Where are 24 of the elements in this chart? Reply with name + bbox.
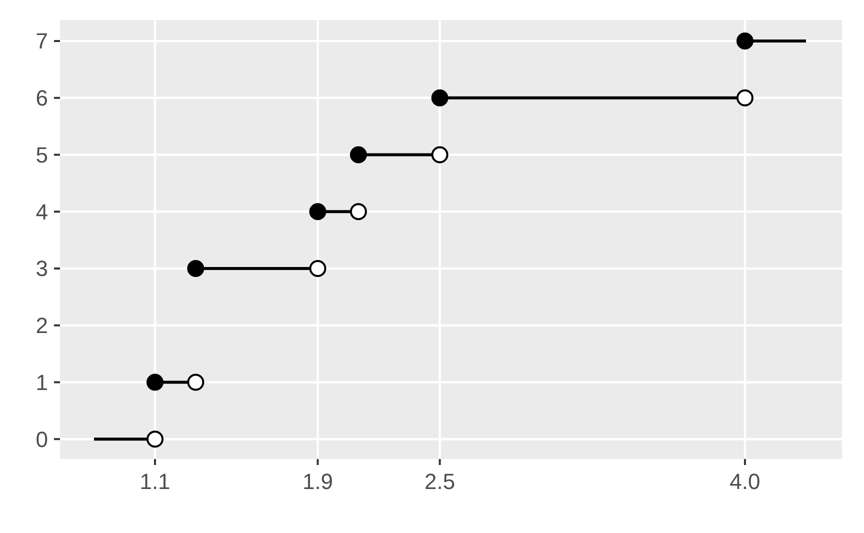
x-tick-label: 1.9	[302, 469, 334, 494]
point	[350, 203, 367, 220]
point	[309, 203, 326, 220]
point	[736, 89, 754, 106]
point	[736, 32, 754, 50]
point	[187, 374, 204, 391]
y-tick-label: 0	[36, 426, 48, 452]
point	[309, 260, 326, 277]
y-tick-label: 3	[36, 256, 48, 282]
y-tick-label: 2	[36, 313, 48, 338]
y-tick-label: 5	[36, 142, 48, 168]
point	[431, 146, 448, 164]
y-tick-label: 1	[36, 370, 48, 395]
point	[187, 260, 204, 277]
point	[146, 374, 164, 391]
point	[350, 146, 367, 164]
y-tick-label: 7	[36, 28, 48, 54]
y-tick-label: 6	[36, 86, 48, 111]
point	[431, 89, 448, 106]
x-tick-label: 4.0	[730, 469, 760, 494]
point	[146, 430, 164, 448]
x-tick-label: 1.1	[140, 469, 170, 494]
x-tick-label: 2.5	[424, 469, 456, 494]
y-tick-label: 4	[36, 199, 48, 224]
